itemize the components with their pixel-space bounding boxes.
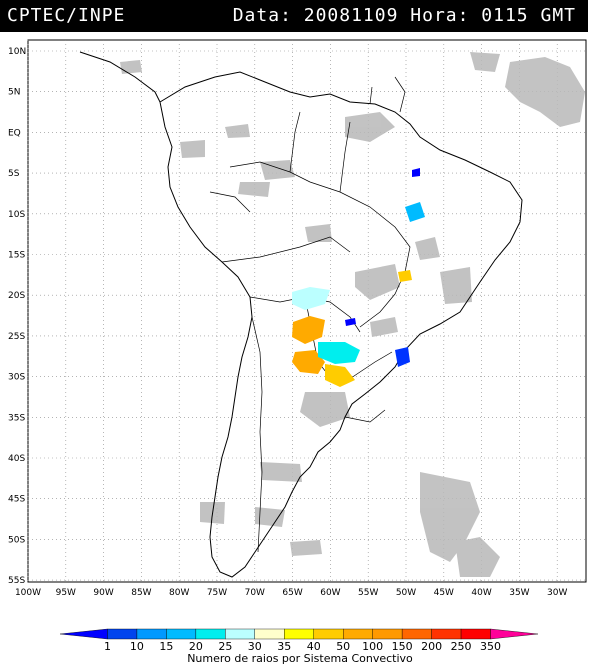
legend-value: 150 (392, 640, 413, 653)
legend-swatch (136, 628, 167, 640)
longitude-label: 30W (547, 588, 567, 598)
title-bar: CPTEC/INPE Data: 20081109 Hora: 0115 GMT (0, 0, 588, 32)
latitude-label: 45S (8, 495, 25, 505)
cloud-cover (120, 52, 585, 577)
longitude-label: 95W (56, 588, 76, 598)
longitude-label: 100W (15, 588, 41, 598)
latitude-label: 5N (8, 88, 20, 98)
legend-value: 200 (421, 640, 442, 653)
longitude-label: 70W (245, 588, 265, 598)
coastline (79, 51, 523, 578)
legend-swatch (254, 628, 285, 640)
longitude-label: 60W (320, 588, 340, 598)
latitude-label: 15S (8, 251, 25, 261)
legend-value: 10 (130, 640, 144, 653)
legend-swatch (107, 628, 138, 640)
legend-value: 15 (159, 640, 173, 653)
legend-value: 40 (307, 640, 321, 653)
legend-value: 100 (362, 640, 383, 653)
latitude-label: 30S (8, 373, 25, 383)
latitude-label: 20S (8, 291, 25, 301)
latitude-label: 25S (8, 332, 25, 342)
longitude-label: 35W (509, 588, 529, 598)
longitude-label: 80W (169, 588, 189, 598)
latitude-labels: 10N 5N EQ 5S 10S 15S 20S 25S 30S 35S 40S 45S 50S 55S (8, 47, 26, 586)
longitude-label: 65W (282, 588, 302, 598)
legend-value: 20 (189, 640, 203, 653)
legend-swatch (225, 628, 255, 640)
latitude-label: 10N (8, 47, 26, 57)
legend-swatch (372, 628, 403, 640)
legend-swatch (460, 628, 491, 640)
legend-title: Numero de raios por Sistema Convectivo (187, 652, 413, 665)
legend-swatch (284, 628, 314, 640)
latitude-label: 40S (8, 454, 25, 464)
datetime-label: Data: 20081109 Hora: 0115 GMT (232, 5, 576, 26)
longitude-labels: 100W 95W 90W 85W 80W 75W 70W 65W 60W 55W 50W 45W 40W… (15, 588, 568, 598)
legend-swatch (343, 628, 373, 640)
legend-swatch (401, 628, 432, 640)
source-label: CPTEC/INPE (7, 5, 126, 26)
legend: 1 10 15 20 25 30 35 40 50 100 150 200 250 350 (59, 628, 539, 653)
legend-value: 350 (480, 640, 501, 653)
longitude-label: 75W (207, 588, 227, 598)
legend-value: 50 (336, 640, 350, 653)
legend-swatch (431, 628, 462, 640)
lightning-map: 10N5NEQ5S10S15S20S25S30S35S40S45S50S55S … (8, 39, 587, 665)
latitude-label: 10S (8, 210, 25, 220)
latitude-label: 55S (8, 576, 25, 586)
legend-swatch (166, 628, 197, 640)
convective-systems (292, 168, 425, 387)
legend-value: 30 (248, 640, 262, 653)
legend-swatch (195, 628, 226, 640)
legend-value: 35 (277, 640, 291, 653)
legend-value: 25 (218, 640, 232, 653)
longitude-label: 50W (396, 588, 416, 598)
legend-value: 1 (104, 640, 111, 653)
map-frame (27, 39, 587, 583)
lat-lon-grid (27, 40, 586, 582)
legend-swatch (313, 628, 344, 640)
legend-value: 250 (451, 640, 472, 653)
longitude-label: 55W (358, 588, 378, 598)
longitude-label: 45W (434, 588, 454, 598)
legend-swatch (59, 628, 108, 640)
latitude-label: EQ (8, 128, 21, 138)
longitude-label: 85W (131, 588, 151, 598)
longitude-label: 90W (93, 588, 113, 598)
latitude-label: 50S (8, 535, 25, 545)
latitude-label: 35S (8, 413, 25, 423)
longitude-label: 40W (471, 588, 491, 598)
latitude-label: 5S (8, 169, 20, 179)
legend-swatch (490, 628, 539, 640)
